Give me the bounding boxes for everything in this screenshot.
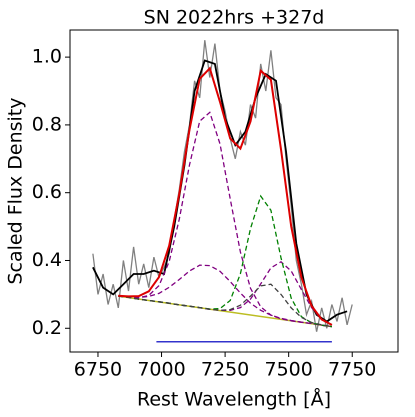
y-tick-label: 0.6 [32, 181, 62, 203]
y-tick-label: 0.4 [32, 249, 62, 271]
spectrum-line [92, 40, 353, 332]
spectrum-line [118, 111, 332, 328]
x-tick-label: 7750 [328, 359, 376, 381]
y-tick-label: 0.8 [32, 113, 62, 135]
spectrum-line [118, 264, 332, 328]
spectrum-line [118, 283, 333, 328]
y-tick-label: 1.0 [32, 46, 62, 68]
x-tick-label: 7000 [137, 359, 185, 381]
plot-frame [69, 29, 399, 353]
x-tick-label: 7500 [264, 359, 312, 381]
x-tick-label: 7250 [201, 359, 249, 381]
chart-title: SN 2022hrs +327d [144, 7, 325, 29]
x-tick-label: 6750 [74, 359, 122, 381]
y-axis-label: Scaled Flux Density [5, 98, 27, 285]
spectrum-line [118, 66, 333, 326]
x-axis-label: Rest Wavelength [Å] [137, 388, 331, 411]
y-tick-label: 0.2 [32, 317, 62, 339]
